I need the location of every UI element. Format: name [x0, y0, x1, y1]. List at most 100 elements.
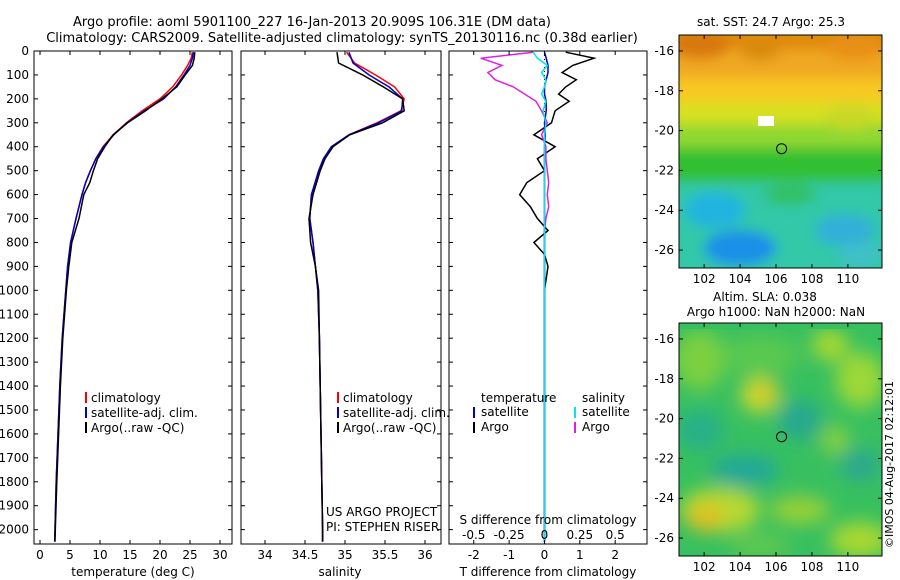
argo-position-marker: [776, 143, 788, 155]
map-x-tick-label: 106: [765, 560, 788, 574]
y-tick-label: 700: [6, 212, 29, 226]
legend-label-argo: Argo(..raw -QC): [91, 421, 184, 435]
x-tick-label: 2: [611, 548, 619, 562]
map-x-tick-label: 108: [800, 560, 823, 574]
y-tick-label: 0: [21, 44, 29, 58]
map-y-tick-label: -24: [654, 491, 674, 505]
temperature-x-axis: 0 5 10 15 20 25 30: [36, 51, 228, 562]
t-difference-label: T difference from climatology: [459, 565, 637, 579]
y-tick-label: 1300: [0, 355, 29, 369]
sst-map: sat. SST: 24.7 Argo: 25.3: [654, 15, 883, 286]
y-tick-label: 900: [6, 259, 29, 273]
difference-panel: -2 -1 0 1 2 -0.5 -0.25 0 0.25 0.5 S difference f…: [448, 50, 648, 579]
y-tick-label: 100: [6, 68, 29, 82]
sla-map-axes: 102 104 106 108 110 -16 -18 -20 -22 -24 -26: [654, 323, 882, 574]
y-tick-label: 500: [6, 164, 29, 178]
figure-title-line2: Climatology: CARS2009. Satellite-adjuste…: [46, 31, 638, 46]
series-argo-line: [308, 52, 406, 542]
sla-map: Altim. SLA: 0.038 Argo h1000: NaN h2000:…: [654, 290, 883, 574]
x-tick-label: 25: [182, 548, 197, 562]
salinity-legend: climatology satellite-adj. clim. Argo(..…: [337, 391, 450, 435]
sla-map-frame: [678, 322, 883, 557]
map-y-tick-label: -26: [654, 243, 674, 257]
s-tick-label: 0: [541, 528, 549, 542]
s-tick-label: 0.25: [566, 528, 593, 542]
y-tick-label: 300: [6, 116, 29, 130]
x-tick-label: 34: [257, 548, 272, 562]
series-t-argo-line: [518, 51, 597, 542]
s-tick-label: -0.25: [494, 528, 525, 542]
legend-label-climatology: climatology: [91, 391, 161, 405]
y-tick-label: 1600: [0, 427, 29, 441]
x-tick-label: 0: [541, 548, 549, 562]
sla-map-title: Altim. SLA: 0.038: [713, 290, 817, 304]
copyright-stamp: ©IMOS 04-Aug-2017 02:12:01: [883, 381, 896, 548]
y-tick-label: 200: [6, 92, 29, 106]
legend-label-satellite: satellite-adj. clim.: [91, 406, 198, 420]
x-tick-label: -2: [468, 548, 480, 562]
map-x-tick-label: 104: [729, 560, 752, 574]
depth-axis: 0 100 200 300 400 500 600 700 800 900 1000 1100 1200…: [0, 44, 232, 537]
map-y-tick-label: -26: [654, 531, 674, 545]
difference-plot-frame: [448, 50, 648, 545]
map-x-tick-label: 102: [693, 272, 716, 286]
pi-annotation: PI: STEPHEN RISER: [326, 520, 439, 534]
legend-label-t-satellite: satellite: [481, 405, 529, 419]
sst-map-axes: 102 104 106 108 110 -16 -18 -20 -22 -24 -26: [654, 35, 882, 286]
y-tick-label: 1900: [0, 499, 29, 513]
legend-label-satellite: satellite-adj. clim.: [343, 406, 450, 420]
series-satellite-line: [309, 51, 404, 542]
legend-heading-temperature: temperature: [481, 391, 556, 405]
legend-label-climatology: climatology: [343, 391, 413, 405]
legend-label-s-satellite: satellite: [582, 405, 630, 419]
x-tick-label: 15: [122, 548, 137, 562]
s-difference-label: S difference from climatology: [460, 513, 637, 527]
x-tick-label: 1: [576, 548, 584, 562]
x-tick-label: 30: [212, 548, 227, 562]
x-tick-label: -1: [503, 548, 515, 562]
salinity-x-label: salinity: [318, 565, 361, 579]
map-y-tick-label: -22: [654, 451, 674, 465]
series-s-argo-line: [480, 51, 550, 542]
y-tick-label: 1000: [0, 283, 29, 297]
map-y-tick-label: -22: [654, 163, 674, 177]
x-tick-label: 10: [92, 548, 107, 562]
y-tick-label: 1400: [0, 379, 29, 393]
x-tick-label: 35.5: [372, 548, 399, 562]
y-tick-label: 1500: [0, 403, 29, 417]
sla-map-subtitle: Argo h1000: NaN h2000: NaN: [687, 305, 865, 319]
y-tick-label: 1700: [0, 451, 29, 465]
map-y-tick-label: -16: [654, 44, 674, 58]
x-tick-label: 34.5: [292, 548, 319, 562]
legend-heading-salinity: salinity: [582, 391, 625, 405]
figure-title-line1: Argo profile: aoml 5901100_227 16-Jan-20…: [73, 15, 551, 30]
salinity-plot-frame: [240, 50, 442, 545]
map-x-tick-label: 102: [693, 560, 716, 574]
x-tick-label: 20: [152, 548, 167, 562]
temperature-x-label: temperature (deg C): [71, 565, 194, 579]
map-y-tick-label: -16: [654, 332, 674, 346]
sst-field: [679, 35, 882, 268]
project-annotation: US ARGO PROJECT: [326, 505, 438, 519]
x-tick-label: 5: [66, 548, 74, 562]
s-difference-tick-labels: -0.5 -0.25 0 0.25 0.5: [462, 528, 625, 542]
sst-map-title: sat. SST: 24.7 Argo: 25.3: [697, 15, 845, 29]
t-difference-x-axis: -2 -1 0 1 2: [449, 50, 647, 562]
y-tick-label: 2000: [0, 523, 29, 537]
temperature-plot-frame: [33, 50, 233, 545]
map-y-tick-label: -18: [654, 372, 674, 386]
series-s-satellite-line: [532, 51, 549, 542]
y-tick-label: 1200: [0, 331, 29, 345]
series-climatology-line: [309, 51, 406, 542]
map-x-tick-label: 110: [836, 272, 859, 286]
argo-position-marker: [776, 431, 788, 443]
legend-label-t-argo: Argo: [481, 420, 509, 434]
x-tick-label: 36: [417, 548, 432, 562]
difference-legend: temperature satellite Argo salinity sate…: [473, 391, 630, 434]
y-tick-label: 600: [6, 188, 29, 202]
y-tick-label: 1100: [0, 307, 29, 321]
s-tick-label: 0.5: [606, 528, 625, 542]
series-argo-line: [54, 52, 196, 542]
temperature-panel: 0100200300400500600700800900100011001200…: [0, 44, 233, 579]
